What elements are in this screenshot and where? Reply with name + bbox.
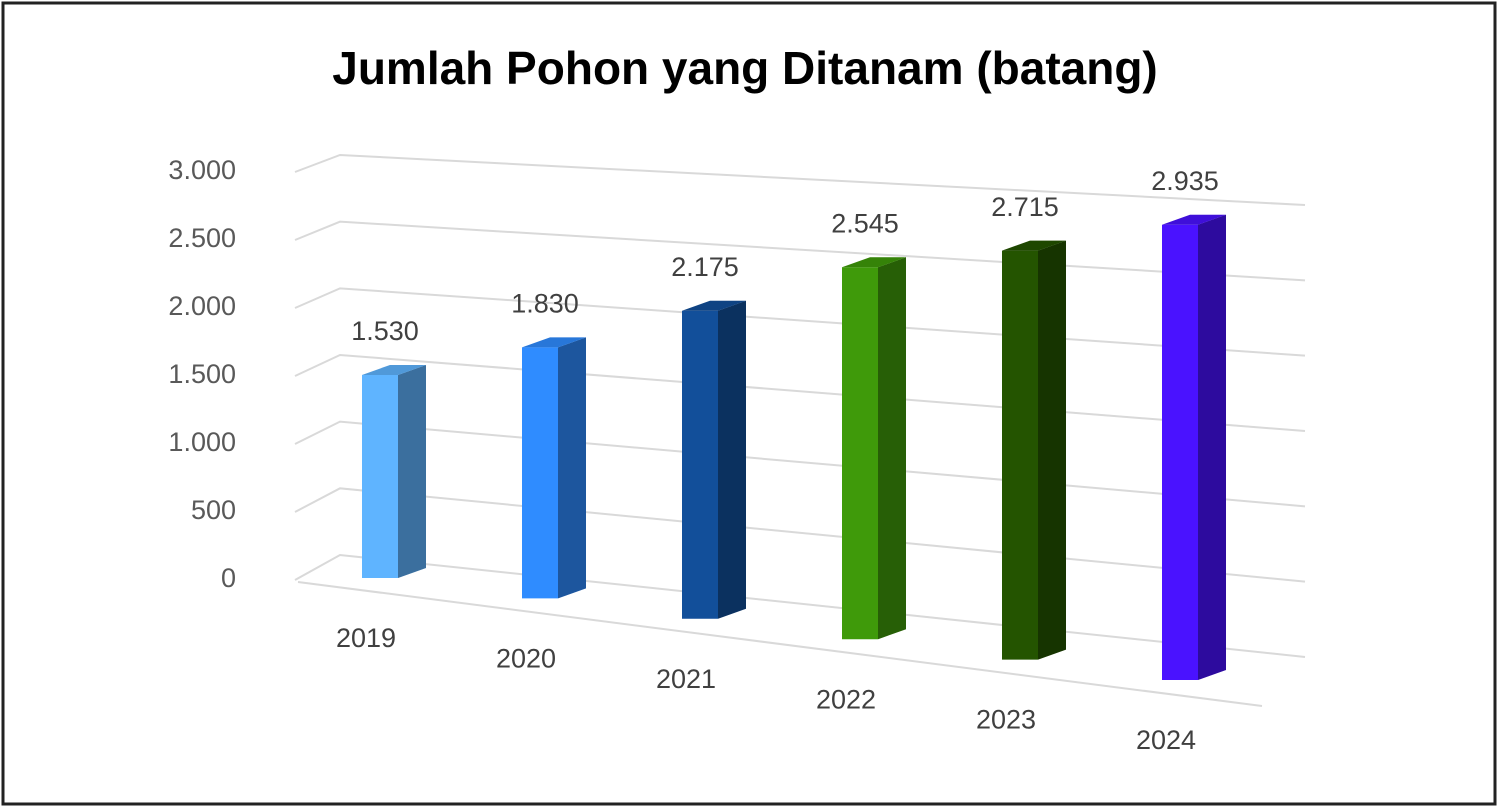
bar [682,310,718,619]
bar-side-shade [1038,240,1066,660]
value-label: 2.935 [1151,166,1219,196]
bar-top [522,337,586,348]
bar-side-shade [1198,214,1226,680]
bar-side-shade [398,364,426,578]
grid-line [294,353,1306,432]
bar-top [1162,214,1226,225]
bar-side-shade [878,257,906,640]
bar-side-shade [558,337,586,599]
x-tick-label: 2019 [336,623,396,653]
y-tick-label: 3.000 [168,155,236,185]
bar-side [718,300,746,619]
bar-side [1038,240,1066,660]
x-tick-label: 2021 [656,664,716,694]
bar-side-shade [718,300,746,619]
bar-top [842,257,906,268]
value-label: 1.530 [351,316,419,346]
y-tick-label: 2.000 [168,291,236,321]
bar [362,374,398,578]
bar-top [362,364,426,375]
grid-line [294,553,1306,658]
value-label: 1.830 [511,288,579,318]
bar-top-shade [842,257,906,268]
grid-line [294,153,1306,206]
bar-top-shade [1002,240,1066,251]
x-tick-label: 2020 [496,644,556,674]
grid-line [294,420,1306,508]
x-tick-label: 2022 [816,684,876,714]
x-tick-label: 2023 [976,705,1036,735]
grid-line [294,220,1306,282]
bar-side [558,337,586,599]
value-label: 2.545 [831,208,899,238]
bar [842,267,878,640]
bar-side [1198,214,1226,680]
bar-top [682,300,746,311]
y-tick-label: 1.000 [168,427,236,457]
y-tick-label: 2.500 [168,223,236,253]
bar-top-shade [362,364,426,375]
bar-side [398,364,426,578]
y-tick-label: 1.500 [168,359,236,389]
y-tick-label: 0 [221,563,236,593]
grid-line [294,487,1306,583]
bar-top-shade [1162,214,1226,225]
floor-edge [297,581,1263,707]
grid-line [294,287,1306,357]
value-label: 2.175 [671,252,739,282]
bar-side [878,257,906,640]
bar [1002,250,1038,660]
value-label: 2.715 [991,192,1059,222]
bar-top-shade [682,300,746,311]
bar-top-shade [522,337,586,348]
x-tick-label: 2024 [1136,725,1196,755]
bar-top [1002,240,1066,251]
y-tick-label: 500 [191,495,236,525]
chart-title: Jumlah Pohon yang Ditanam (batang) [332,42,1158,94]
bar [1162,224,1198,680]
bar [522,347,558,599]
